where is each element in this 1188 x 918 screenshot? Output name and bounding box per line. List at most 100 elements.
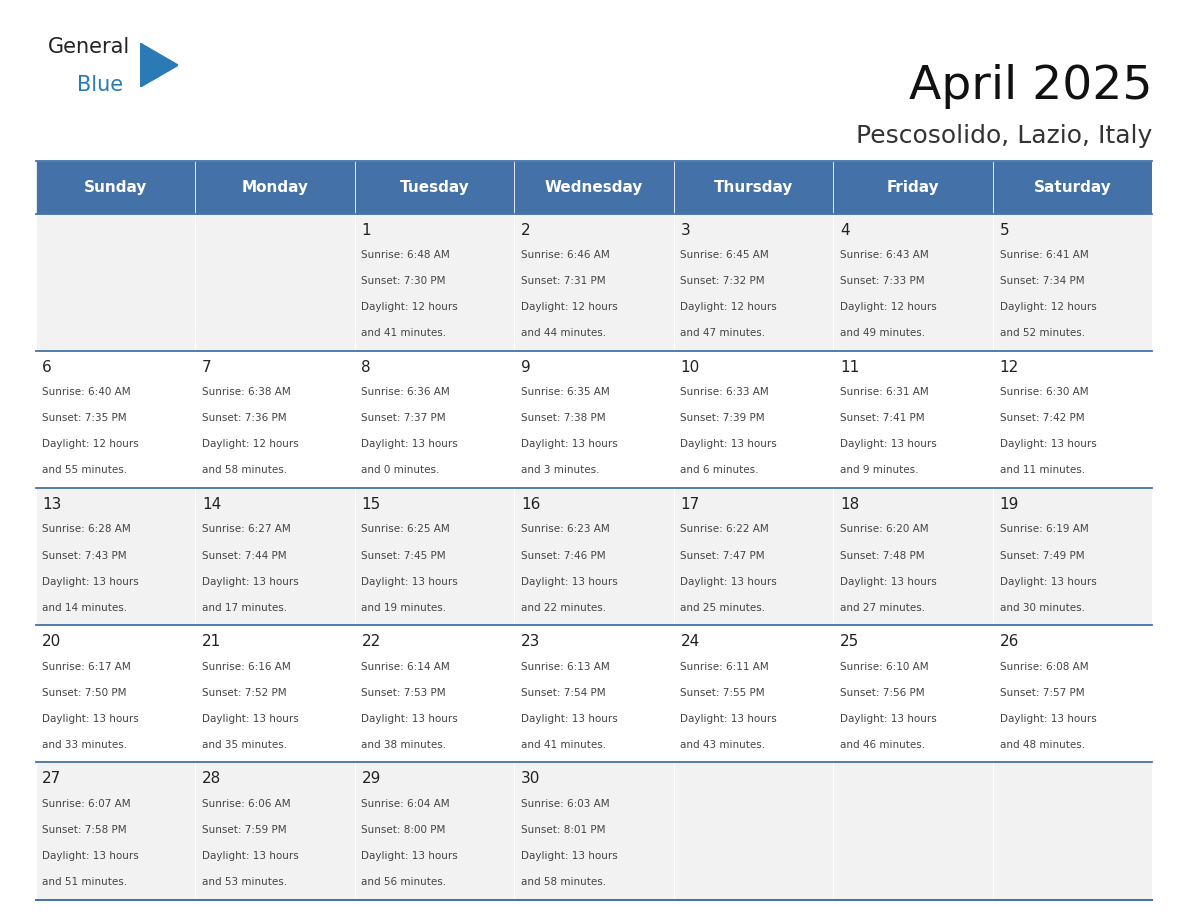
Text: April 2025: April 2025 (909, 64, 1152, 109)
Text: Daylight: 12 hours: Daylight: 12 hours (840, 302, 937, 312)
Text: Sunset: 7:41 PM: Sunset: 7:41 PM (840, 413, 924, 423)
Text: Sunset: 7:33 PM: Sunset: 7:33 PM (840, 276, 924, 286)
Text: and 58 minutes.: and 58 minutes. (520, 877, 606, 887)
Text: and 27 minutes.: and 27 minutes. (840, 602, 925, 612)
Text: 20: 20 (43, 634, 62, 649)
Text: Sunset: 7:32 PM: Sunset: 7:32 PM (681, 276, 765, 286)
Text: and 48 minutes.: and 48 minutes. (999, 740, 1085, 750)
Text: General: General (48, 37, 129, 57)
Text: 11: 11 (840, 360, 859, 375)
Text: Sunrise: 6:25 AM: Sunrise: 6:25 AM (361, 524, 450, 534)
Text: and 11 minutes.: and 11 minutes. (999, 465, 1085, 476)
Text: 2: 2 (520, 223, 531, 238)
Text: 13: 13 (43, 497, 62, 512)
Text: 12: 12 (999, 360, 1019, 375)
Text: Daylight: 13 hours: Daylight: 13 hours (361, 440, 459, 450)
Text: and 41 minutes.: and 41 minutes. (361, 329, 447, 339)
Text: and 46 minutes.: and 46 minutes. (840, 740, 925, 750)
Polygon shape (140, 43, 178, 87)
Text: 22: 22 (361, 634, 380, 649)
Text: Sunset: 7:50 PM: Sunset: 7:50 PM (43, 688, 127, 698)
Text: Sunset: 7:56 PM: Sunset: 7:56 PM (840, 688, 924, 698)
Text: and 30 minutes.: and 30 minutes. (999, 602, 1085, 612)
Text: Sunset: 7:59 PM: Sunset: 7:59 PM (202, 825, 286, 834)
Text: Sunset: 7:45 PM: Sunset: 7:45 PM (361, 551, 446, 561)
Bar (514, 488, 674, 625)
Text: Sunrise: 6:36 AM: Sunrise: 6:36 AM (361, 387, 450, 397)
Bar (993, 625, 1152, 763)
Text: Sunrise: 6:03 AM: Sunrise: 6:03 AM (520, 799, 609, 809)
Bar (355, 214, 514, 351)
Text: and 33 minutes.: and 33 minutes. (43, 740, 127, 750)
Text: Daylight: 13 hours: Daylight: 13 hours (840, 440, 937, 450)
Text: Sunrise: 6:14 AM: Sunrise: 6:14 AM (361, 662, 450, 672)
Text: Sunrise: 6:20 AM: Sunrise: 6:20 AM (840, 524, 929, 534)
Bar (833, 214, 993, 351)
Bar (674, 625, 833, 763)
Text: and 0 minutes.: and 0 minutes. (361, 465, 440, 476)
Text: 3: 3 (681, 223, 690, 238)
Text: 16: 16 (520, 497, 541, 512)
Bar (514, 763, 674, 900)
Text: Sunset: 7:57 PM: Sunset: 7:57 PM (999, 688, 1085, 698)
Text: Sunset: 7:48 PM: Sunset: 7:48 PM (840, 551, 924, 561)
Text: Sunset: 7:49 PM: Sunset: 7:49 PM (999, 551, 1085, 561)
Bar (833, 763, 993, 900)
Text: 26: 26 (999, 634, 1019, 649)
Text: and 55 minutes.: and 55 minutes. (43, 465, 127, 476)
Text: Sunset: 7:42 PM: Sunset: 7:42 PM (999, 413, 1085, 423)
Bar (993, 763, 1152, 900)
Text: Sunrise: 6:06 AM: Sunrise: 6:06 AM (202, 799, 291, 809)
Bar (355, 351, 514, 488)
Text: Sunrise: 6:38 AM: Sunrise: 6:38 AM (202, 387, 291, 397)
Text: Sunrise: 6:48 AM: Sunrise: 6:48 AM (361, 251, 450, 260)
Bar (674, 214, 833, 351)
Text: Sunset: 7:30 PM: Sunset: 7:30 PM (361, 276, 446, 286)
Bar (195, 214, 355, 351)
Text: 27: 27 (43, 771, 62, 787)
Text: Daylight: 13 hours: Daylight: 13 hours (43, 851, 139, 861)
Text: Sunrise: 6:46 AM: Sunrise: 6:46 AM (520, 251, 609, 260)
Text: 15: 15 (361, 497, 380, 512)
Text: Pescosolido, Lazio, Italy: Pescosolido, Lazio, Italy (857, 124, 1152, 148)
Text: Daylight: 13 hours: Daylight: 13 hours (840, 577, 937, 587)
Text: Daylight: 12 hours: Daylight: 12 hours (202, 440, 298, 450)
Text: and 6 minutes.: and 6 minutes. (681, 465, 759, 476)
Text: 18: 18 (840, 497, 859, 512)
Text: Sunset: 8:01 PM: Sunset: 8:01 PM (520, 825, 606, 834)
Bar (514, 161, 674, 214)
Text: Daylight: 13 hours: Daylight: 13 hours (361, 714, 459, 723)
Text: Daylight: 13 hours: Daylight: 13 hours (520, 440, 618, 450)
Text: Daylight: 13 hours: Daylight: 13 hours (43, 714, 139, 723)
Text: Daylight: 12 hours: Daylight: 12 hours (999, 302, 1097, 312)
Bar (833, 161, 993, 214)
Text: Daylight: 13 hours: Daylight: 13 hours (520, 714, 618, 723)
Text: Sunrise: 6:13 AM: Sunrise: 6:13 AM (520, 662, 609, 672)
Text: and 56 minutes.: and 56 minutes. (361, 877, 447, 887)
Text: Sunrise: 6:19 AM: Sunrise: 6:19 AM (999, 524, 1088, 534)
Text: Daylight: 13 hours: Daylight: 13 hours (202, 577, 298, 587)
Text: Sunday: Sunday (83, 180, 147, 195)
Text: Sunset: 7:36 PM: Sunset: 7:36 PM (202, 413, 286, 423)
Text: 23: 23 (520, 634, 541, 649)
Text: Sunset: 7:47 PM: Sunset: 7:47 PM (681, 551, 765, 561)
Text: and 53 minutes.: and 53 minutes. (202, 877, 287, 887)
Bar (36, 763, 195, 900)
Text: Sunrise: 6:31 AM: Sunrise: 6:31 AM (840, 387, 929, 397)
Text: Tuesday: Tuesday (399, 180, 469, 195)
Text: Daylight: 13 hours: Daylight: 13 hours (520, 577, 618, 587)
Bar (993, 161, 1152, 214)
Text: 8: 8 (361, 360, 371, 375)
Bar (36, 488, 195, 625)
Bar (195, 488, 355, 625)
Text: Wednesday: Wednesday (545, 180, 643, 195)
Bar (355, 763, 514, 900)
Text: Sunset: 7:38 PM: Sunset: 7:38 PM (520, 413, 606, 423)
Text: Sunset: 8:00 PM: Sunset: 8:00 PM (361, 825, 446, 834)
Bar (195, 763, 355, 900)
Text: and 43 minutes.: and 43 minutes. (681, 740, 765, 750)
Text: Sunrise: 6:07 AM: Sunrise: 6:07 AM (43, 799, 131, 809)
Text: Daylight: 12 hours: Daylight: 12 hours (43, 440, 139, 450)
Text: Daylight: 13 hours: Daylight: 13 hours (202, 714, 298, 723)
Text: and 51 minutes.: and 51 minutes. (43, 877, 127, 887)
